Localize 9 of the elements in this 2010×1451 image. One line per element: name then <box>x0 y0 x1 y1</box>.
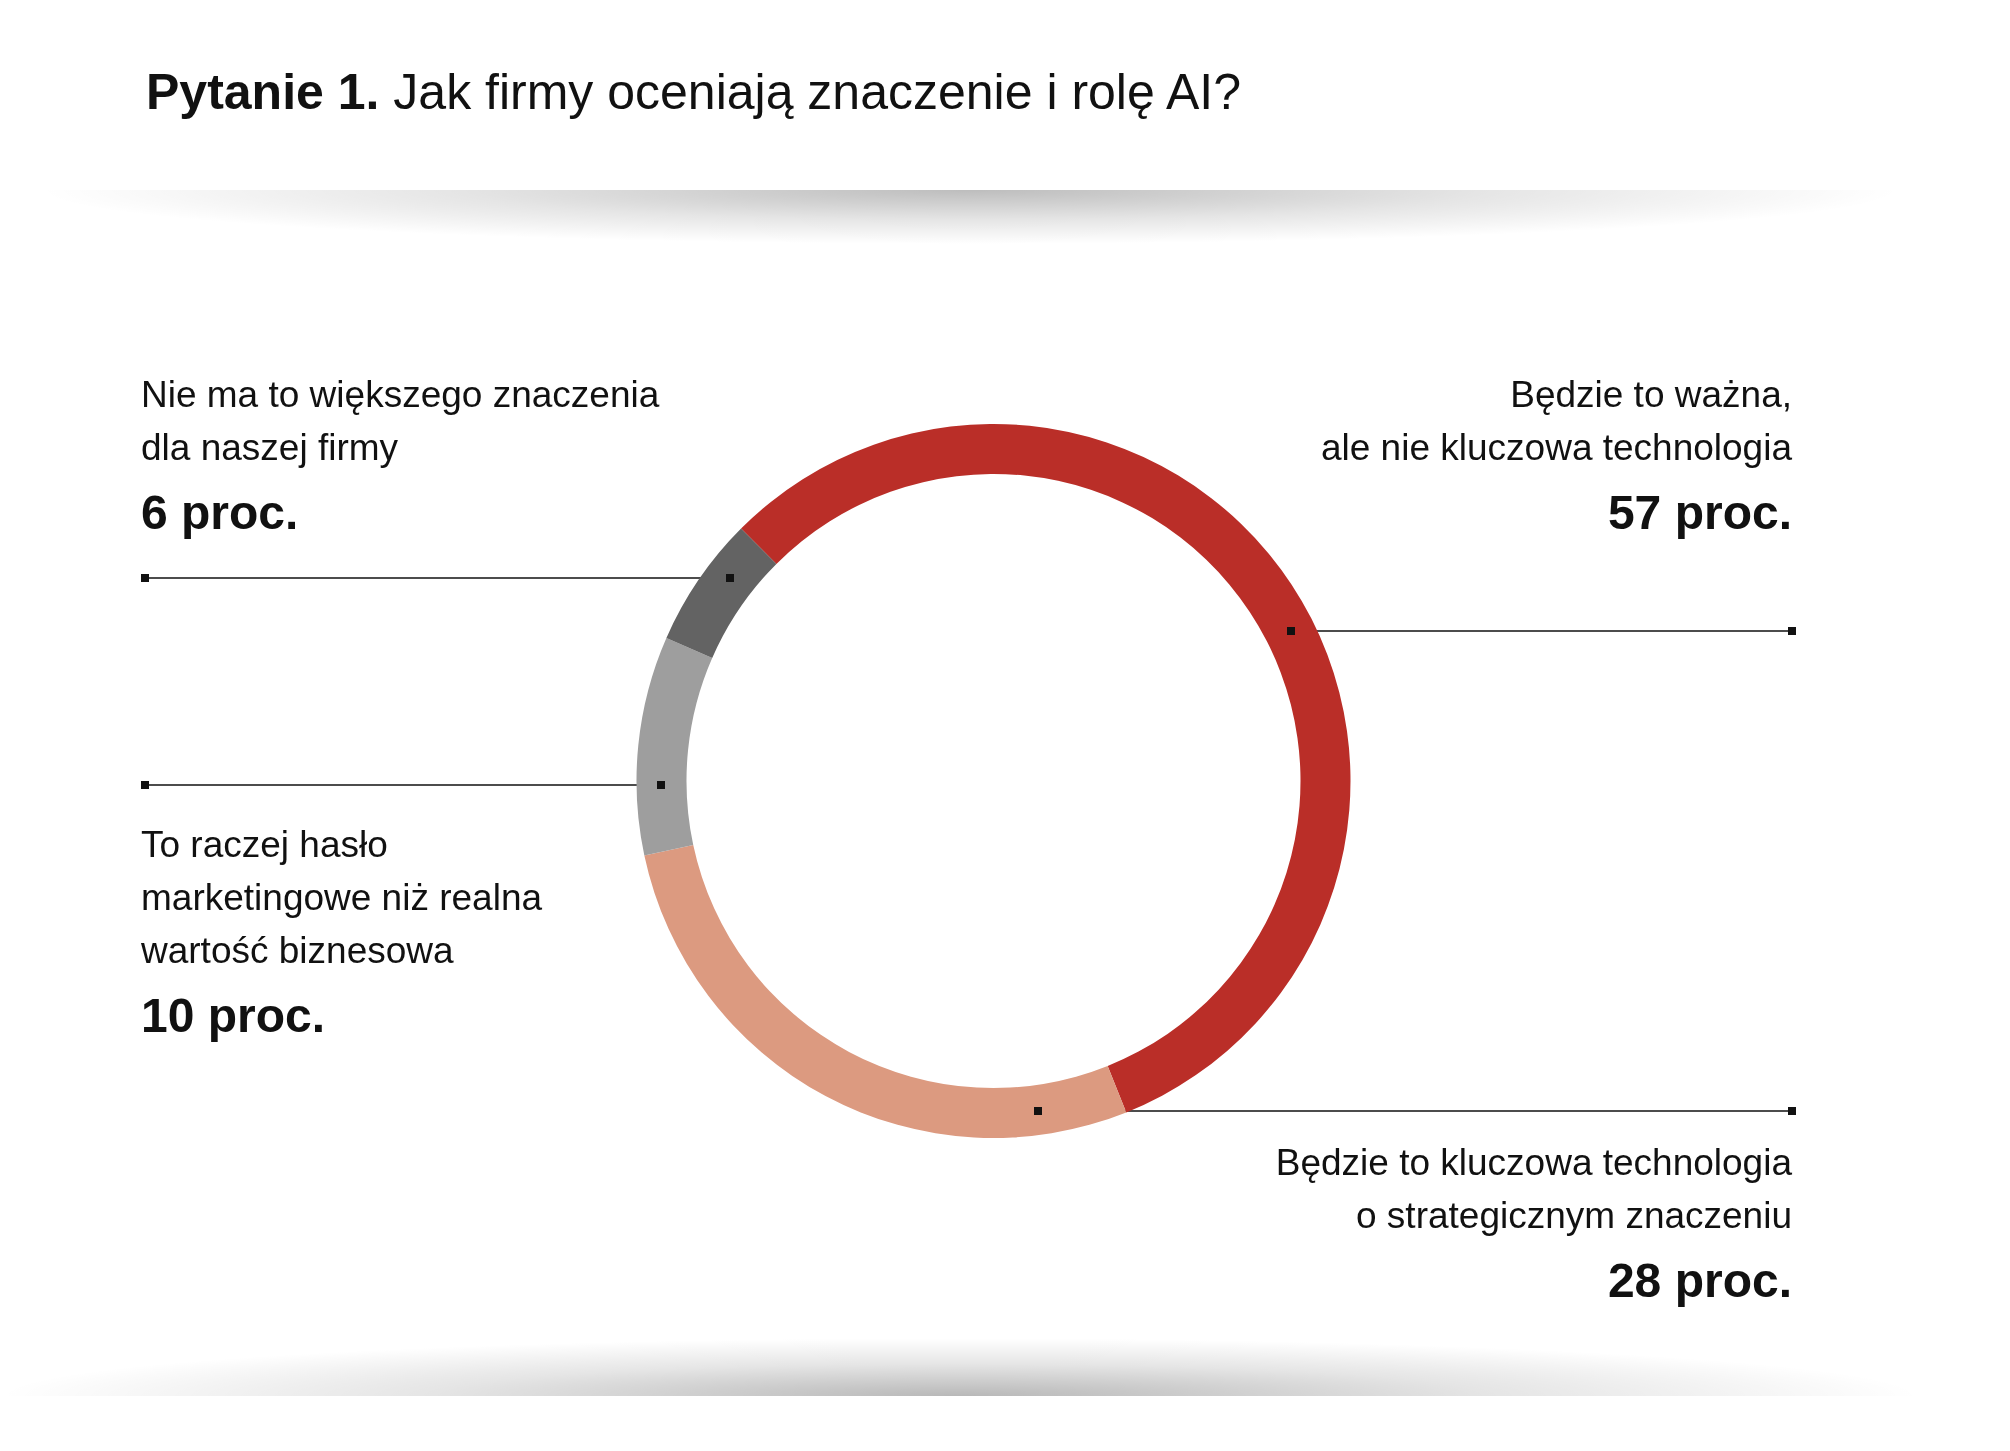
data-label: 28 proc. <box>1607 1253 1792 1307</box>
slice-label: Będzie to ważna, ale nie kluczowa technologia <box>1320 374 1793 468</box>
slice-label: To raczej hasło marketingowe niż realna wartość biznesowa <box>140 824 543 971</box>
data-label: 6 proc. <box>141 485 299 539</box>
slice-label: Będzie to kluczowa technologia o strategicznym znaczeniu <box>1275 1142 1793 1236</box>
chart-title: Pytanie 1. Jak firmy oceniają znaczenie i rolę AI? <box>146 64 1241 120</box>
slice-label: Nie ma to większego znaczenia dla naszej firmy <box>141 374 660 468</box>
data-label: 57 proc. <box>1607 485 1792 539</box>
data-label: 10 proc. <box>141 988 326 1042</box>
